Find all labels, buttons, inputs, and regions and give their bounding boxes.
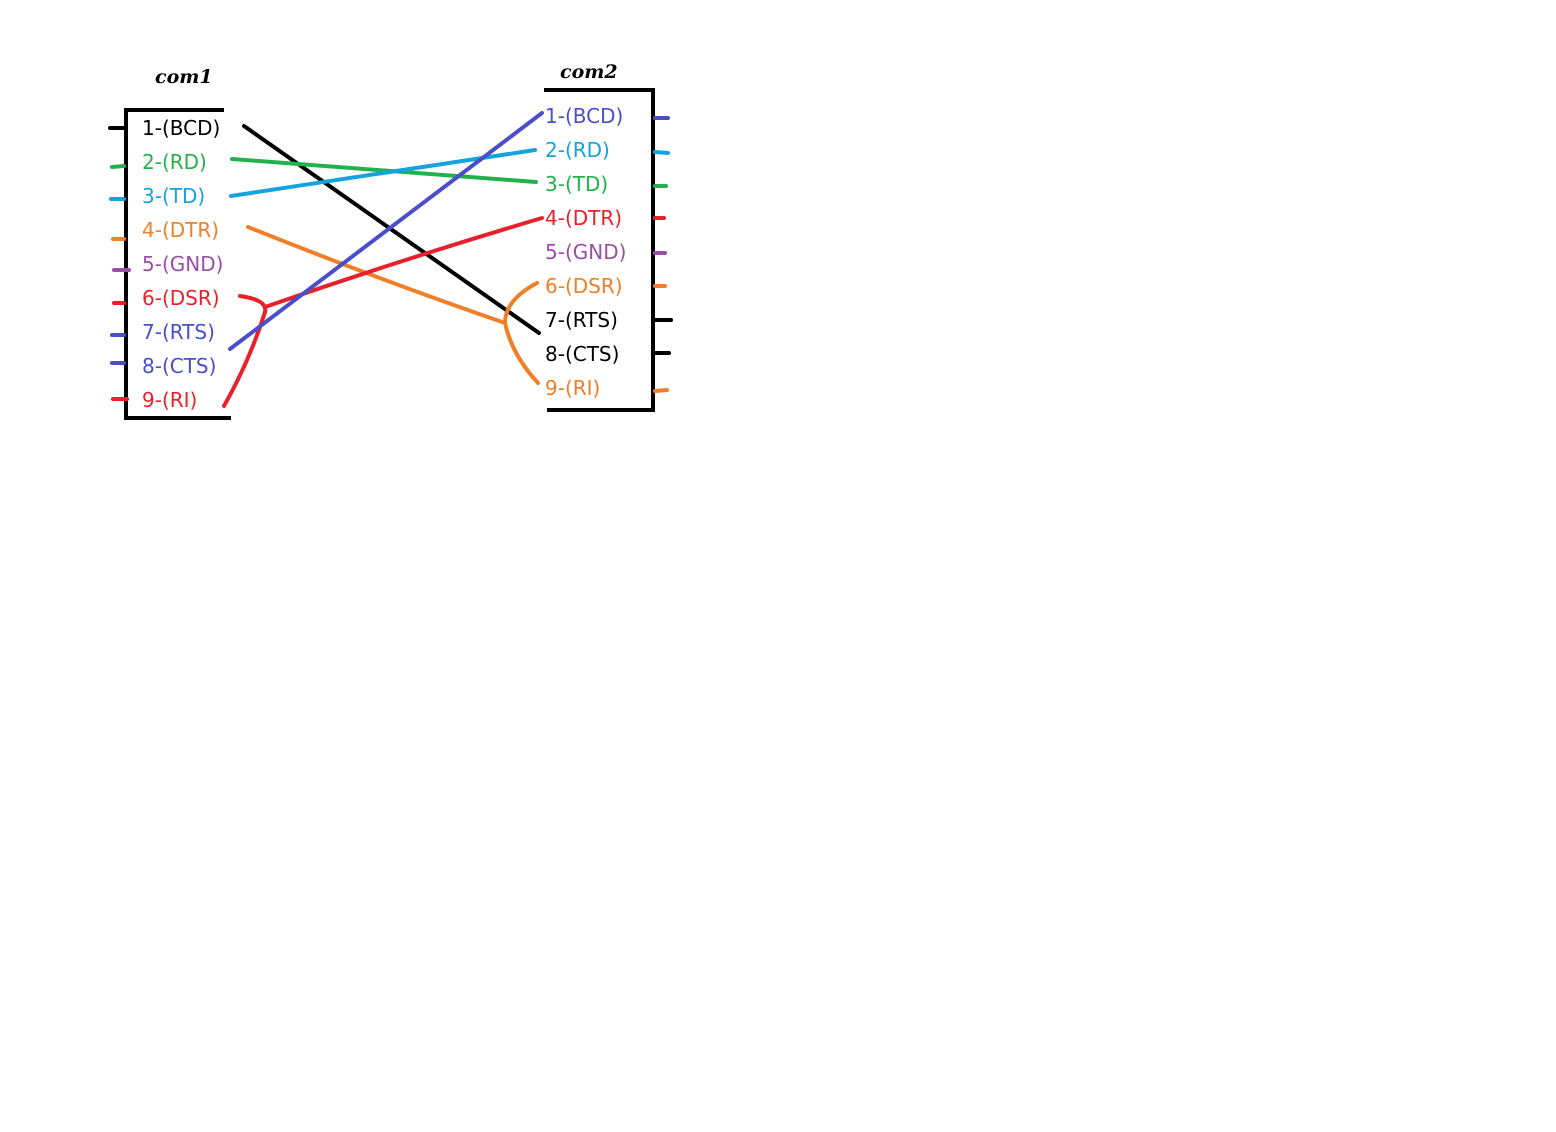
com2-pin-stubs [653,116,673,393]
wire-com1-cts-to-com2-bcd [228,111,544,351]
com1-pin-6-label: 6-(DSR) [142,286,220,310]
com2-pin-1-label: 1-(BCD) [545,104,623,128]
com2-pin-2-stub [653,150,670,155]
com1-pin-1-label: 1-(BCD) [142,116,220,140]
wire-com1-dsr-ri-to-com2-dtr [263,216,544,309]
com1-pin-8-label: 8-(CTS) [142,354,216,378]
com1-title: com1 [155,66,213,88]
com2-pin-8-label: 8-(CTS) [545,342,619,366]
com2-pin-3-label: 3-(TD) [545,172,608,196]
wire-orange-branch-dsr [503,281,539,325]
com1-pin-2-label: 2-(RD) [142,150,207,174]
crossover-wires [222,111,544,408]
com2-connector-body [544,88,655,412]
com1-pin-3-label: 3-(TD) [142,184,205,208]
com1-pin-labels: 1-(BCD) 2-(RD) 3-(TD) 4-(DTR) 5-(GND) 6-… [142,116,223,412]
wire-com1-td-to-com2-rd [229,148,537,198]
com1-connector-body [124,108,231,420]
com2-pin-9-label: 9-(RI) [545,376,600,400]
com1-pin-9-label: 9-(RI) [142,388,197,412]
com2-pin-6-label: 6-(DSR) [545,274,623,298]
com2-pin-7-label: 7-(RTS) [545,308,618,332]
com2-pin-2-label: 2-(RD) [545,138,610,162]
wire-red-branch-ri [222,310,267,408]
wire-com1-dtr-to-com2-dsr-ri [246,225,507,325]
com2-title: com2 [560,61,618,83]
wire-red-branch-dsr [238,294,268,314]
com2-pin-4-label: 4-(DTR) [545,206,622,230]
com1-pin-stubs [108,126,131,401]
com1-pin-5-label: 5-(GND) [142,252,223,276]
wire-orange-branch-ri [503,321,540,385]
wire-com1-rd-to-com2-td [230,157,538,184]
com2-pin-5-label: 5-(GND) [545,240,626,264]
com1-pin-4-label: 4-(DTR) [142,218,219,242]
wire-com1-bcd-to-com2-rts [242,124,541,335]
com2-pin-labels: 1-(BCD) 2-(RD) 3-(TD) 4-(DTR) 5-(GND) 6-… [545,104,626,400]
com1-pin-7-label: 7-(RTS) [142,320,215,344]
com1-pin-2-stub [110,164,126,169]
com2-pin-9-stub [653,388,669,393]
